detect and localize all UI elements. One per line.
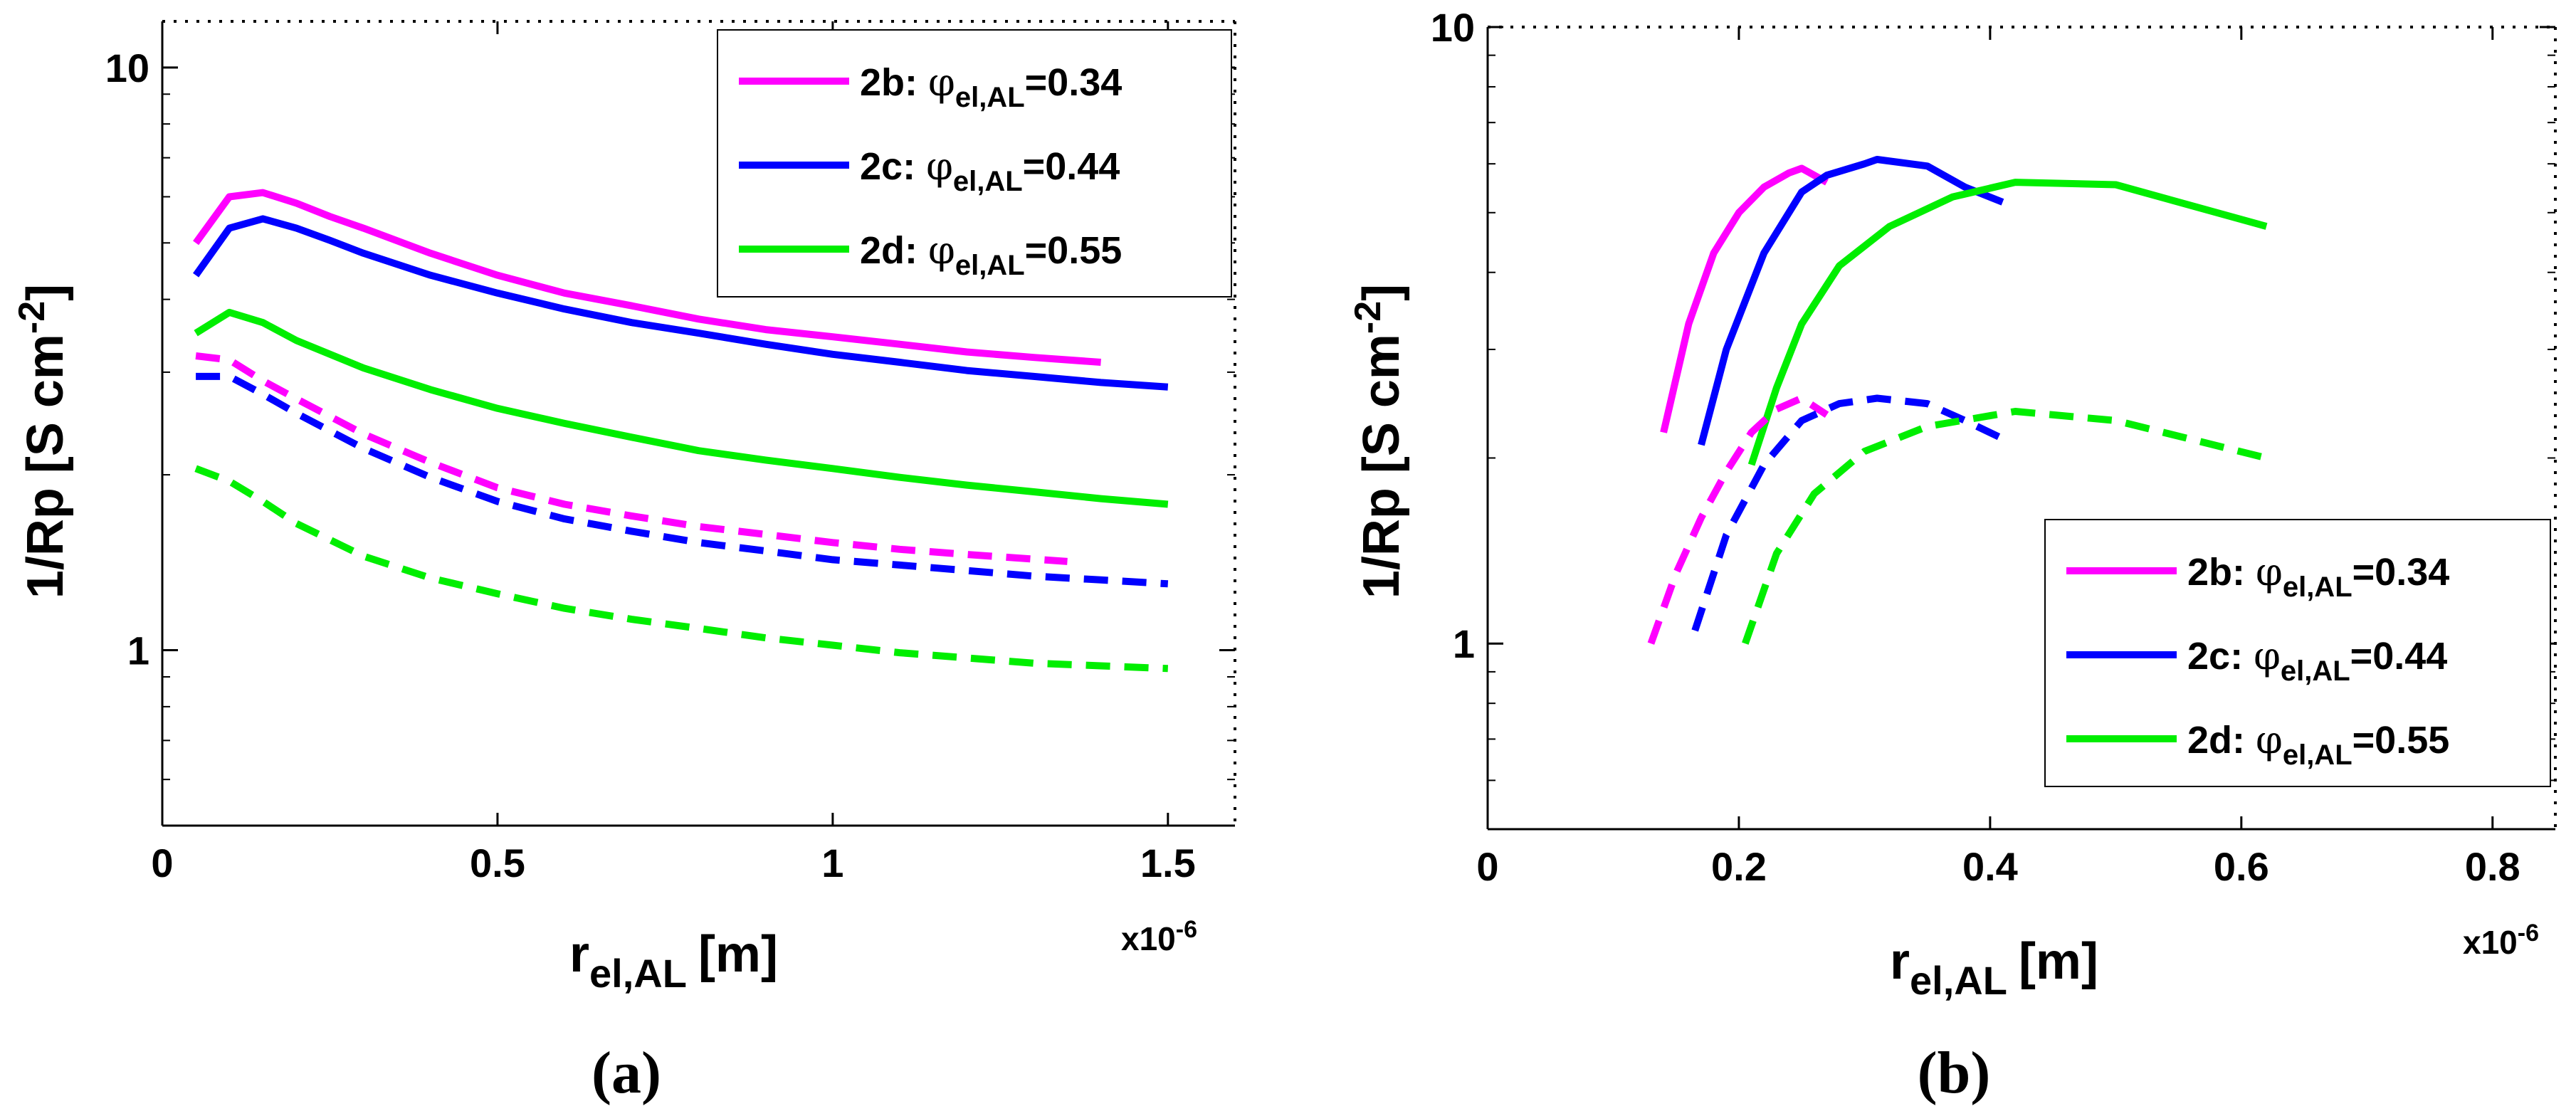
panel-a-series <box>193 189 1169 673</box>
y-tick-label: 1 <box>1453 621 1475 666</box>
series-line-2d-dashed <box>194 465 1169 673</box>
panel-b-y-axis-label: 1/Rp [S cm-2] <box>1347 284 1410 599</box>
series-line-2c-dashed <box>1691 394 2004 632</box>
series-line-2b-dashed <box>1647 394 1829 645</box>
x-tick-label: 0.4 <box>1962 844 2018 889</box>
series-line-2c-dashed <box>196 372 1169 588</box>
panel-a-y-axis-label: 1/Rp [S cm-2] <box>11 284 74 599</box>
legend-label: 2d: φel,AL=0.55 <box>2187 717 2449 771</box>
x-tick-label: 0 <box>1476 844 1498 889</box>
panel-a-caption: (a) <box>592 1040 661 1106</box>
legend-label: 2b: φel,AL=0.34 <box>2187 549 2449 603</box>
x-tick-label: 1.5 <box>1140 841 1196 885</box>
panel-b-caption: (b) <box>1918 1040 1991 1106</box>
panel-b-tick-labels: 0 0.2 0.4 0.6 0.8 1 10 <box>1431 5 2520 889</box>
series-line-2c-el-al-0-44 <box>1698 156 2004 446</box>
panel-a-exponent-label: x10-6 <box>1121 916 1197 957</box>
series-line-2b-dashed <box>195 352 1068 565</box>
x-tick-label: 0.2 <box>1711 844 1767 889</box>
series-line-2d-el-al-0-55 <box>1747 179 2268 466</box>
panel-a-legend: 2b: φel,AL=0.34 2c: φel,AL=0.44 2d: φel,AL… <box>717 29 1232 298</box>
series-line-2b-el-al-0-34 <box>193 189 1101 366</box>
legend-label: 2c: φel,AL=0.44 <box>2187 633 2447 687</box>
panel-a: 0 0.5 1 1.5 1 10 2b: φel,AL=0.34 2c: φel,AL=0.… <box>11 20 1236 1106</box>
series-line-2b-el-al-0-34 <box>1660 164 1829 433</box>
legend-label: 2b: φel,AL=0.34 <box>860 60 1122 113</box>
y-tick-label: 1 <box>127 628 149 673</box>
y-tick-label: 10 <box>105 46 149 90</box>
x-tick-label: 0.5 <box>470 841 525 885</box>
panel-b: 0 0.2 0.4 0.6 0.8 1 10 2b: φel,AL=0.34 2c: φel,… <box>1347 5 2557 1106</box>
legend-label: 2c: φel,AL=0.44 <box>860 144 1120 197</box>
panel-b-exponent-label: x10-6 <box>2463 920 2539 961</box>
x-tick-label: 1 <box>821 841 843 885</box>
x-tick-label: 0 <box>151 841 173 885</box>
series-line-2d-el-al-0-55 <box>194 308 1169 508</box>
panel-b-series <box>1647 156 2268 645</box>
panel-a-x-axis-label: rel,AL [m] <box>569 926 778 996</box>
series-line-2c-el-al-0-44 <box>193 215 1169 391</box>
legend-label: 2d: φel,AL=0.55 <box>860 228 1122 281</box>
x-tick-label: 0.8 <box>2465 844 2520 889</box>
x-tick-label: 0.6 <box>2214 844 2269 889</box>
panel-b-legend: 2b: φel,AL=0.34 2c: φel,AL=0.44 2d: φel,AL… <box>2044 519 2551 787</box>
panel-a-axes <box>161 20 1236 827</box>
panel-a-tick-labels: 0 0.5 1 1.5 1 10 <box>105 46 1196 885</box>
panel-b-x-axis-label: rel,AL [m] <box>1890 933 2098 1003</box>
y-tick-label: 10 <box>1431 5 1475 50</box>
series-line-2d-dashed <box>1742 408 2268 645</box>
